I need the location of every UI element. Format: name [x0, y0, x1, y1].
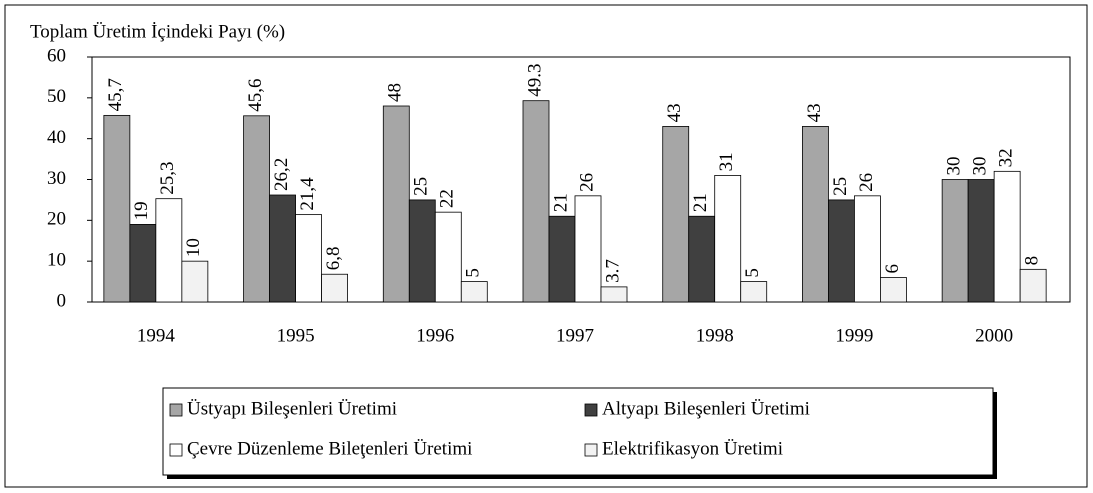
bar — [460, 281, 488, 303]
bar — [522, 100, 550, 303]
x-tick-label: 1994 — [137, 325, 176, 346]
bar — [548, 215, 576, 303]
data-label: 8 — [1022, 256, 1043, 266]
y-tick-label: 10 — [47, 250, 66, 271]
bar — [714, 175, 742, 303]
data-label: 45,6 — [245, 79, 266, 112]
legend — [162, 387, 994, 476]
bar — [269, 194, 296, 303]
bar — [574, 195, 602, 303]
data-label: 3.7 — [602, 259, 623, 283]
data-label: 25 — [830, 177, 851, 196]
data-label: 6,8 — [323, 246, 344, 270]
data-label: 25 — [411, 177, 432, 196]
chart-title: Toplam Üretim İçindeki Payı (%) — [30, 21, 285, 42]
legend-label: Üstyapı Bileşenleri Üretimi — [187, 398, 397, 419]
x-tick-label: 1995 — [277, 325, 315, 346]
bar — [662, 126, 690, 303]
bar — [1019, 268, 1047, 303]
data-label: 26 — [856, 173, 877, 192]
bar — [408, 199, 436, 303]
data-label: 6 — [882, 264, 903, 274]
legend-label: Altyapı Bileşenleri Üretimi — [602, 398, 810, 419]
data-label: 43 — [664, 103, 685, 122]
legend-swatch — [169, 403, 183, 417]
bar — [802, 126, 829, 303]
bar — [321, 273, 348, 303]
data-label: 22 — [437, 189, 458, 208]
data-label: 32 — [996, 148, 1017, 167]
data-label: 26,2 — [271, 158, 292, 191]
bar — [854, 195, 881, 303]
legend-label: Çevre Düzenleme Bileţenleri Üretimi — [187, 438, 472, 459]
y-tick-label: 20 — [47, 209, 66, 230]
bar — [941, 179, 969, 303]
data-label: 49.3 — [524, 63, 545, 96]
data-label: 43 — [804, 103, 825, 122]
x-tick-label: 2000 — [975, 325, 1013, 346]
legend-swatch — [584, 403, 598, 417]
data-label: 26 — [576, 173, 597, 192]
x-tick-label: 1998 — [696, 325, 734, 346]
bar — [434, 211, 462, 303]
data-label: 30 — [970, 157, 991, 176]
y-tick-label: 40 — [47, 127, 66, 148]
data-label: 31 — [716, 152, 737, 171]
y-tick-label: 60 — [47, 45, 66, 66]
y-tick-label: 50 — [47, 86, 66, 107]
x-tick-label: 1996 — [416, 325, 454, 346]
data-label: 30 — [944, 157, 965, 176]
bar — [828, 199, 855, 303]
legend-label: Elektrifikasyon Üretimi — [602, 438, 783, 459]
y-tick-label: 30 — [47, 168, 66, 189]
data-label: 21 — [550, 193, 571, 212]
bar — [740, 281, 768, 303]
data-label: 19 — [131, 201, 152, 220]
data-label: 25,3 — [157, 161, 178, 194]
data-label: 21 — [690, 193, 711, 212]
data-label: 48 — [385, 83, 406, 102]
data-label: 5 — [742, 268, 763, 278]
x-tick-label: 1997 — [556, 325, 594, 346]
bar — [600, 286, 628, 303]
bar — [243, 115, 270, 303]
bar — [103, 114, 131, 303]
data-label: 5 — [463, 268, 484, 278]
bar — [880, 277, 907, 303]
bar — [382, 105, 410, 303]
bar — [993, 170, 1021, 303]
y-tick-label: 0 — [57, 290, 67, 311]
data-label: 10 — [183, 238, 204, 257]
bar — [155, 198, 183, 303]
legend-swatch — [169, 443, 183, 457]
bar — [129, 224, 157, 303]
x-tick-label: 1999 — [835, 325, 873, 346]
data-label: 21,4 — [297, 177, 318, 211]
bar — [967, 179, 995, 303]
data-label: 45,7 — [105, 78, 126, 111]
legend-swatch — [584, 443, 598, 457]
bar — [181, 260, 209, 303]
bar — [688, 215, 716, 303]
bar — [295, 214, 322, 303]
